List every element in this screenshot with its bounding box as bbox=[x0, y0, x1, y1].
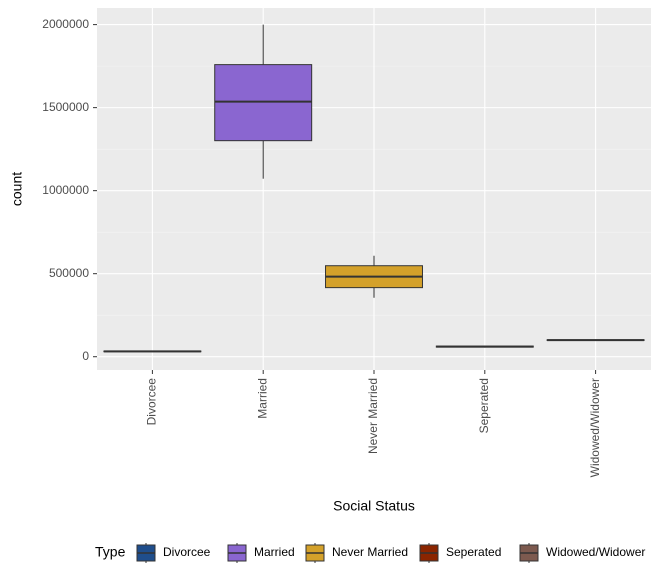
x-tick-label: Divorcee bbox=[145, 378, 159, 426]
y-tick-label: 0 bbox=[82, 349, 89, 363]
y-tick-label: 1000000 bbox=[42, 183, 89, 197]
y-axis-title: count bbox=[9, 172, 25, 206]
legend-label: Seperated bbox=[446, 545, 501, 559]
legend-label: Divorcee bbox=[163, 545, 211, 559]
legend-label: Never Married bbox=[332, 545, 408, 559]
y-tick-label: 500000 bbox=[49, 266, 89, 280]
x-axis-title: Social Status bbox=[333, 498, 415, 514]
x-tick-label: Married bbox=[255, 378, 269, 419]
x-tick-label: Widowed/Widower bbox=[588, 378, 602, 477]
x-tick-label: Never Married bbox=[366, 378, 380, 454]
legend-label: Married bbox=[254, 545, 295, 559]
y-tick-label: 1500000 bbox=[42, 100, 89, 114]
y-tick-label: 2000000 bbox=[42, 17, 89, 31]
x-tick-label: Seperated bbox=[477, 378, 491, 433]
legend-title: Type bbox=[95, 544, 126, 560]
legend-label: Widowed/Widower bbox=[546, 545, 645, 559]
